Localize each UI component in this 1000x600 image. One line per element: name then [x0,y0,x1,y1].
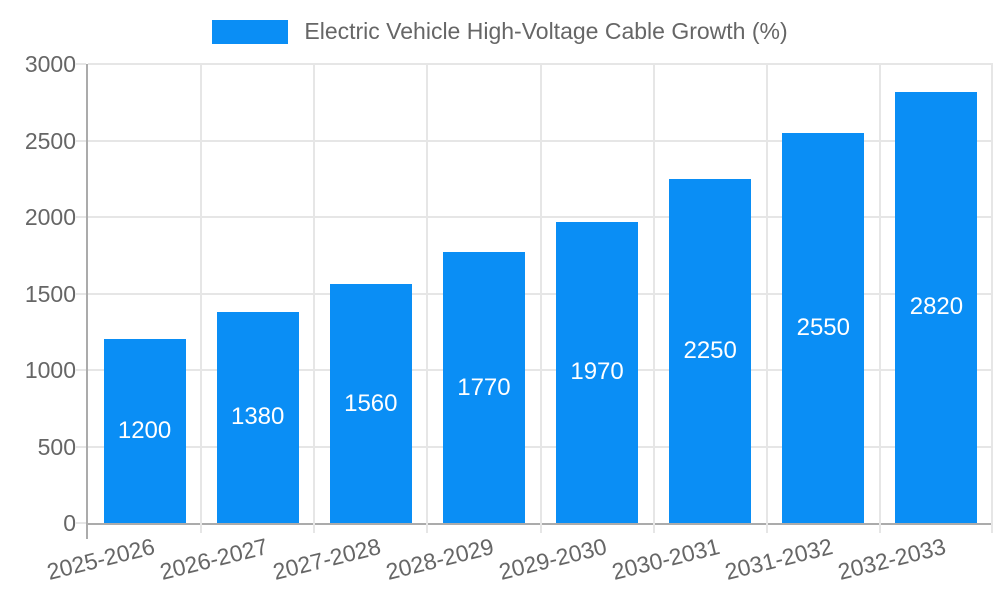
y-tick-label: 2500 [24,127,76,154]
y-tick-mark [76,522,86,524]
plot-area: 1200 1380 1560 1770 1970 2250 2550 2820 [76,63,993,539]
y-tick-mark [76,216,86,218]
v-gridline [991,64,993,533]
bar: 1380 [216,311,299,523]
bar-value-label: 1200 [117,417,172,445]
bar: 2820 [895,91,978,523]
y-tick-mark [76,369,86,371]
x-tick-label: 2030-2031 [609,533,723,585]
v-gridline [539,64,542,533]
x-tick-label: 2031-2032 [722,533,836,585]
y-tick-mark [76,63,86,65]
bar-value-label: 1560 [344,389,398,417]
bar: 1770 [442,252,525,523]
v-gridline [765,64,768,533]
bar: 1560 [329,284,412,523]
bar-value-label: 2250 [683,336,737,364]
x-tick-label: 2025-2026 [43,533,157,585]
v-gridline [200,64,203,533]
y-axis-line [86,64,88,539]
bar: 2250 [669,178,752,523]
bar: 1970 [556,221,639,523]
bar-value-label: 2820 [909,293,964,321]
v-gridline [652,64,655,533]
v-gridline [426,64,429,533]
x-tick-label: 2029-2030 [496,533,610,585]
y-tick-mark [76,445,86,448]
legend-swatch-icon [212,19,289,44]
bar-value-label: 2550 [796,313,850,341]
y-tick-label: 500 [37,433,76,460]
x-tick-label: 2028-2029 [383,533,497,585]
y-tick-mark [76,292,86,295]
bar: 2550 [782,132,865,523]
y-tick-label: 1500 [24,280,76,307]
bar-value-label: 1380 [230,403,285,431]
y-tick-mark [76,139,86,142]
v-gridline [878,64,881,533]
legend-label: Electric Vehicle High-Voltage Cable Grow… [304,18,788,44]
x-tick-label: 2026-2027 [156,533,270,585]
chart-legend[interactable]: Electric Vehicle High-Voltage Cable Grow… [0,18,1000,45]
y-tick-label: 2000 [24,204,76,230]
bar-value-label: 1770 [457,373,511,401]
v-gridline [313,64,316,533]
bar-value-label: 1970 [570,358,624,386]
y-tick-label: 0 [63,510,76,536]
y-tick-label: 3000 [24,51,76,77]
bar: 1200 [103,339,186,523]
x-tick-label: 2027-2028 [270,533,384,585]
x-tick-label: 2032-2033 [835,533,949,585]
y-tick-label: 1000 [24,357,76,383]
